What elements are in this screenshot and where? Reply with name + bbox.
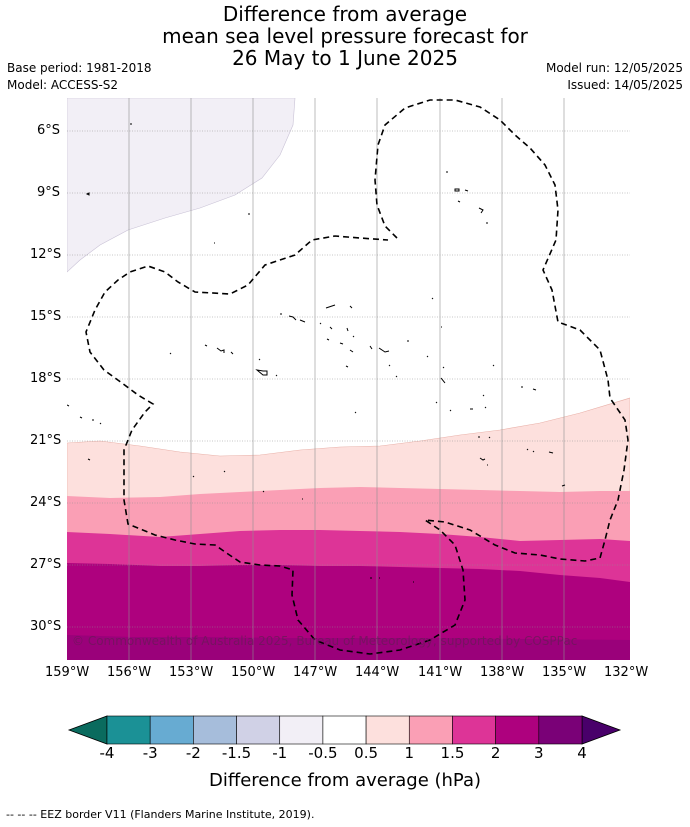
colorbar-swatch <box>236 715 281 745</box>
colorbar-tick-label: 3 <box>534 744 544 762</box>
lon-label-141w: 141°W <box>418 665 463 680</box>
lon-label-135w: 135°W <box>542 665 587 680</box>
colorbar-swatch <box>408 715 453 745</box>
colorbar-swatch <box>365 715 410 745</box>
colorbar-swatch <box>193 715 237 745</box>
colorbar <box>67 715 622 745</box>
lon-label-156w: 156°W <box>107 665 152 680</box>
colorbar-swatch <box>149 715 194 745</box>
base-period: Base period: 1981-2018 <box>7 61 152 75</box>
title-line-3: 26 May to 1 June 2025 <box>232 46 458 70</box>
copyright-notice: © Commonwealth of Australia 2025, Bureau… <box>72 634 578 648</box>
lat-label-9s: 9°S <box>37 185 61 200</box>
colorbar-tick-label: 1 <box>404 744 415 762</box>
title-line-2: mean sea level pressure forecast for <box>162 24 528 48</box>
colorbar-tick-label: -3 <box>142 744 158 762</box>
colorbar-tick-label: -4 <box>99 744 115 762</box>
colorbar-swatch <box>538 715 583 745</box>
colorbar-swatch <box>279 715 324 745</box>
graticule <box>67 98 630 660</box>
title-line-1: Difference from average <box>222 2 468 26</box>
lat-label-12s: 12°S <box>30 247 62 262</box>
lon-label-150w: 150°W <box>231 665 276 680</box>
model-name: Model: ACCESS-S2 <box>7 78 119 92</box>
eez-legend-note: -- -- -- EEZ border V11 (Flanders Marine… <box>6 808 315 821</box>
lat-label-18s: 18°S <box>30 371 62 386</box>
issued-date: Issued: 14/05/2025 <box>567 78 683 92</box>
colorbar-over-arrow <box>581 715 622 745</box>
island-outlines <box>67 123 566 583</box>
band-neg-1-to-neg-0.5 <box>67 98 296 273</box>
lon-label-153w: 153°W <box>169 665 214 680</box>
colorbar-tick-label: -2 <box>185 744 201 762</box>
colorbar-tick-label: 2 <box>490 744 501 762</box>
lat-label-21s: 21°S <box>30 433 62 448</box>
band-3-to-4 <box>67 635 630 660</box>
band-2-to-3 <box>67 563 630 660</box>
lon-label-147w: 147°W <box>293 665 338 680</box>
colorbar-tick-label: -1.5 <box>221 744 252 762</box>
colorbar-swatch <box>495 715 540 745</box>
lat-label-30s: 30°S <box>30 619 62 634</box>
lon-label-144w: 144°W <box>355 665 400 680</box>
lat-label-15s: 15°S <box>30 309 62 324</box>
lat-label-24s: 24°S <box>30 495 62 510</box>
colorbar-tick-label: -1 <box>272 744 288 762</box>
colorbar-tick-label: 1.5 <box>440 744 465 762</box>
anomaly-field <box>67 98 630 660</box>
colorbar-tick-label: 4 <box>577 744 587 762</box>
colorbar-under-arrow <box>67 715 108 745</box>
colorbar-swatch <box>106 715 151 745</box>
colorbar-title: Difference from average (hPa) <box>208 770 482 791</box>
colorbar-swatch <box>322 715 367 745</box>
lon-label-132w: 132°W <box>604 665 649 680</box>
lat-label-6s: 6°S <box>37 123 61 138</box>
lon-label-138w: 138°W <box>480 665 525 680</box>
colorbar-tick-label: -0.5 <box>308 744 338 762</box>
model-run: Model run: 12/05/2025 <box>545 61 683 75</box>
colorbar-tick-label: 0.5 <box>354 744 379 762</box>
lon-label-159w: 159°W <box>45 665 90 680</box>
colorbar-swatch <box>452 715 496 745</box>
lat-label-27s: 27°S <box>30 557 62 572</box>
